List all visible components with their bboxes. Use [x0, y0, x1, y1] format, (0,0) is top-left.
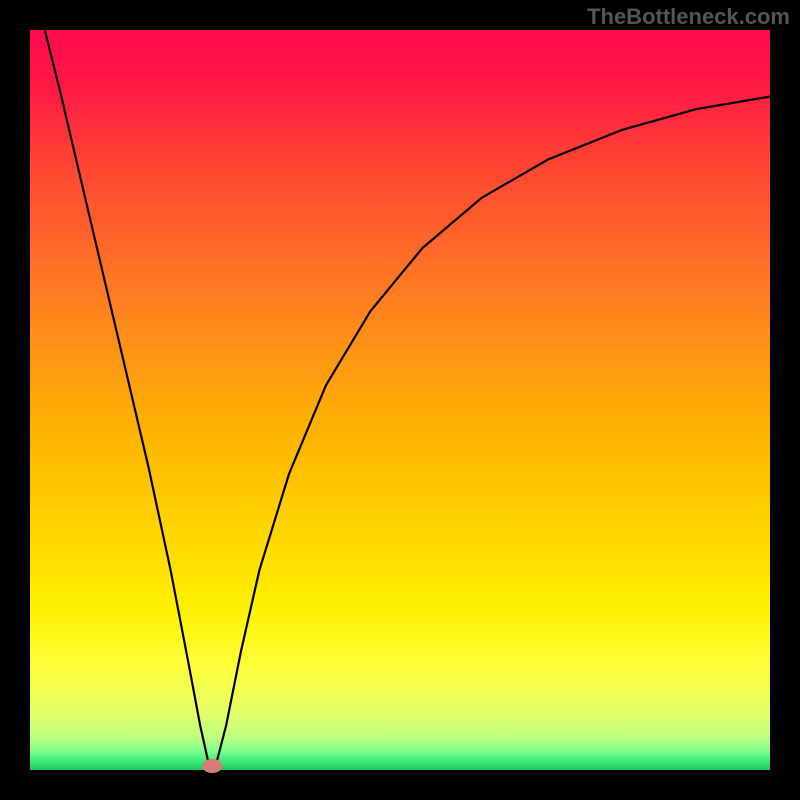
- watermark-text: TheBottleneck.com: [587, 4, 790, 30]
- bottleneck-curve: [45, 30, 770, 769]
- optimum-marker: [202, 759, 222, 773]
- bottleneck-curve-svg: [30, 30, 770, 770]
- plot-area: [30, 30, 770, 770]
